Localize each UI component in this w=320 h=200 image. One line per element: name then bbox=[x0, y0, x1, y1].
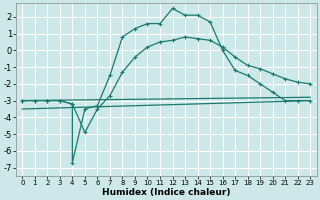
X-axis label: Humidex (Indice chaleur): Humidex (Indice chaleur) bbox=[102, 188, 230, 197]
